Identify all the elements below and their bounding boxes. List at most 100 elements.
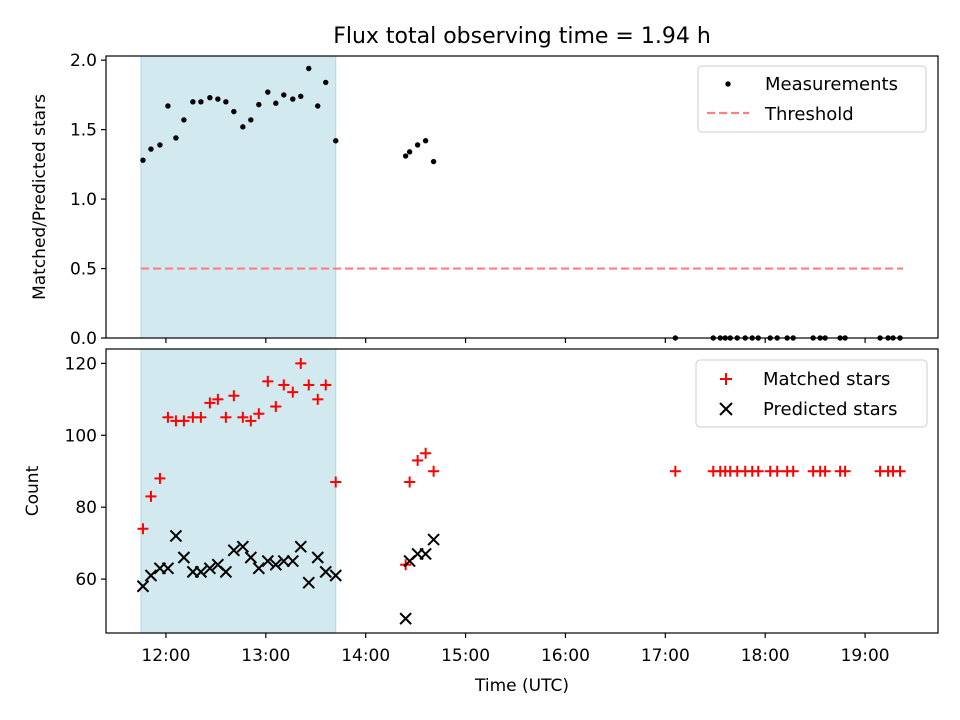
- predicted-stars-point: [194, 565, 208, 579]
- legend-measurements-label: Measurements: [765, 74, 898, 95]
- x-tick-label: 18:00: [741, 646, 790, 666]
- measurement-point: [323, 79, 329, 86]
- measurement-point: [298, 93, 304, 99]
- matched-stars-point: [204, 397, 216, 409]
- bottom-y-tick-label: 100: [65, 426, 97, 446]
- predicted-stars-point: [302, 576, 315, 589]
- x-tick-label: 13:00: [241, 646, 290, 666]
- top-y-tick-label: 0.5: [70, 260, 97, 280]
- x-tick-label: 19:00: [841, 646, 890, 666]
- matched-stars-point: [303, 379, 315, 391]
- measurement-point: [190, 99, 196, 105]
- bottom-shaded-interval: [140, 348, 337, 634]
- predicted-stars-point: [177, 551, 191, 564]
- matched-stars-point: [162, 411, 174, 423]
- measurement-point: [306, 65, 312, 72]
- matched-stars-point: [420, 447, 432, 459]
- measurement-point: [198, 99, 204, 105]
- predicted-stars-point-b: [286, 554, 299, 568]
- bottom-y-tick-label: 80: [75, 498, 97, 518]
- bottom-panel-frame: [105, 348, 939, 634]
- matched-stars-point: [787, 465, 799, 477]
- predicted-stars-point-b: [399, 612, 412, 625]
- predicted-stars-point: [427, 533, 440, 546]
- predicted-stars-point-b: [177, 551, 191, 564]
- matched-stars-point: [295, 357, 307, 369]
- legend-matched-marker: [720, 373, 732, 385]
- bottom-legend-frame: [695, 359, 928, 428]
- predicted-stars-point: [286, 554, 299, 568]
- predicted-stars-point: [294, 540, 307, 553]
- measurement-point: [402, 153, 409, 159]
- predicted-stars-point-b: [261, 554, 275, 568]
- predicted-stars-point-b: [219, 565, 233, 579]
- predicted-stars-point-b: [427, 533, 440, 546]
- x-tick-label: 15:00: [441, 646, 490, 666]
- bottom-y-tick-label: 120: [65, 354, 97, 374]
- matched-stars-point: [404, 476, 416, 488]
- predicted-stars-point: [144, 569, 158, 582]
- top-shaded-interval: [140, 55, 337, 339]
- matched-stars-point: [228, 390, 240, 402]
- top-y-tick-label: 2.0: [70, 51, 97, 71]
- bottom-panel: 60 80 100 120 12:00 13:00 14:00 15:00 16:00 17:00…: [23, 348, 939, 696]
- measurement-point: [181, 117, 187, 123]
- predicted-stars-point: [277, 554, 290, 568]
- top-y-tick-label: 1.0: [70, 190, 97, 210]
- matched-stars-point: [320, 379, 332, 391]
- measurement-point: [148, 146, 154, 152]
- legend-threshold-label: Threshold: [764, 104, 854, 125]
- bottom-y-axis-label: Count: [23, 465, 43, 516]
- predicted-stars-point: [203, 562, 217, 575]
- measurement-point: [215, 96, 221, 102]
- x-tick-label: 14:00: [341, 646, 390, 666]
- chart-title: Flux total observing time = 1.94 h: [333, 24, 711, 49]
- predicted-stars-point-b: [144, 569, 158, 582]
- measurement-point: [406, 149, 413, 155]
- predicted-stars-point-b: [161, 562, 175, 575]
- top-panel-frame: [105, 55, 939, 339]
- predicted-stars-point: [161, 562, 175, 575]
- measurement-point: [281, 92, 287, 98]
- predicted-stars-point-b: [211, 558, 225, 571]
- predicted-stars-point-b: [329, 569, 342, 582]
- top-y-tick-label: 0.0: [70, 329, 97, 349]
- predicted-stars-point: [236, 540, 250, 553]
- predicted-stars-point-b: [227, 544, 241, 557]
- predicted-stars-point-b: [203, 562, 217, 575]
- measurement-point: [231, 108, 237, 115]
- measurement-point: [333, 138, 339, 144]
- x-tick-label: 12:00: [141, 646, 190, 666]
- measurement-point: [265, 89, 271, 95]
- measurement-point: [140, 157, 146, 163]
- matched-stars-point: [237, 411, 249, 423]
- predicted-stars-point: [261, 554, 275, 568]
- legend-predicted-marker: [719, 402, 733, 416]
- predicted-stars-point: [219, 565, 233, 579]
- predicted-stars-point: [227, 544, 241, 557]
- top-legend-frame: [697, 65, 927, 133]
- measurement-point: [273, 100, 279, 106]
- matched-stars-point: [195, 411, 207, 423]
- predicted-stars-point: [419, 547, 432, 561]
- predicted-stars-point-b: [302, 576, 315, 589]
- predicted-stars-point-b: [194, 565, 208, 579]
- measurement-point: [315, 103, 321, 109]
- measurement-point: [414, 142, 421, 148]
- predicted-stars-point: [399, 612, 412, 625]
- measurement-point: [207, 94, 213, 101]
- matched-stars-point: [154, 472, 166, 484]
- matched-stars-point: [212, 393, 224, 405]
- matched-stars-point: [839, 465, 851, 477]
- matched-stars-point: [330, 476, 342, 488]
- predicted-stars-point-b: [419, 547, 432, 561]
- predicted-stars-point: [269, 558, 283, 571]
- measurement-point: [223, 99, 229, 105]
- predicted-stars-point-b: [244, 551, 258, 564]
- bottom-legend: Matched stars Predicted stars: [695, 359, 928, 428]
- bottom-y-tick-label: 60: [75, 570, 97, 590]
- matched-stars-point: [771, 465, 783, 477]
- matched-stars-point: [220, 411, 232, 423]
- x-tick-label: 16:00: [541, 646, 590, 666]
- x-tick-label: 17:00: [641, 646, 690, 666]
